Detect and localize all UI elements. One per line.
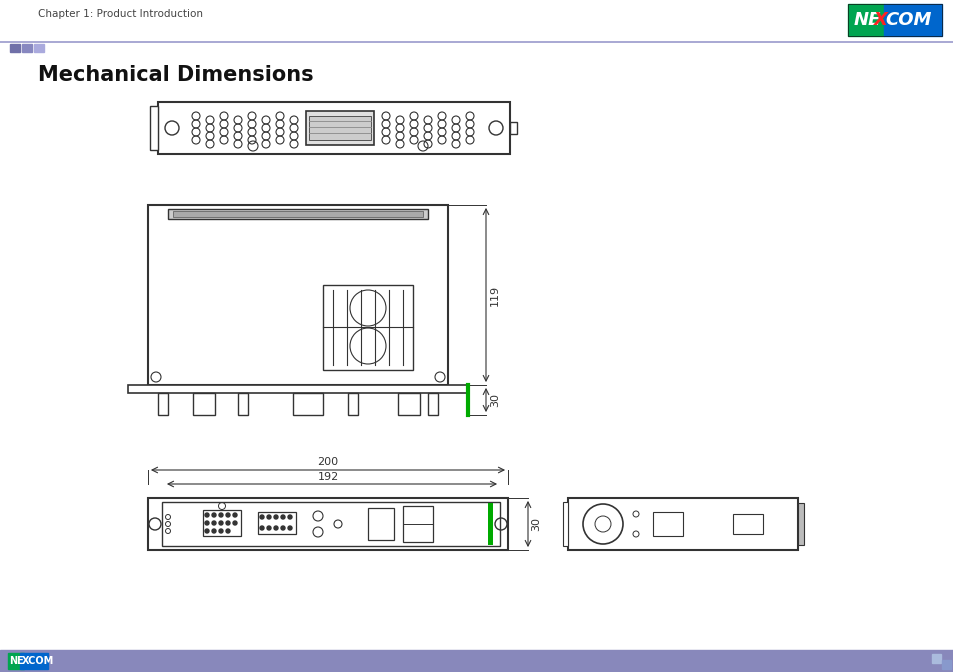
Bar — [8, 653, 24, 669]
Bar — [732, 514, 762, 534]
Bar — [168, 209, 428, 219]
Text: 30: 30 — [490, 393, 499, 407]
Circle shape — [205, 521, 209, 525]
Text: XCOM: XCOM — [22, 656, 54, 666]
Circle shape — [281, 515, 285, 519]
Bar — [348, 393, 357, 415]
Circle shape — [233, 513, 236, 517]
Bar — [128, 385, 468, 393]
Bar — [158, 102, 510, 154]
Bar — [562, 502, 567, 546]
Bar — [20, 653, 48, 669]
Circle shape — [212, 513, 215, 517]
Bar — [309, 116, 371, 140]
Text: 30: 30 — [531, 517, 540, 531]
Bar — [237, 393, 248, 415]
Circle shape — [260, 526, 264, 530]
Bar — [158, 393, 168, 415]
Bar — [148, 498, 507, 550]
Bar — [931, 654, 940, 663]
Bar — [306, 111, 374, 145]
Bar — [203, 510, 241, 536]
Circle shape — [233, 521, 236, 525]
Circle shape — [288, 526, 292, 530]
Bar — [847, 4, 941, 36]
Bar — [293, 393, 323, 415]
Circle shape — [219, 521, 223, 525]
Bar — [941, 660, 950, 669]
Circle shape — [281, 526, 285, 530]
Bar — [172, 211, 422, 217]
Text: COM: COM — [884, 11, 930, 29]
Bar — [162, 502, 499, 546]
Bar — [510, 122, 517, 134]
Bar — [567, 498, 797, 550]
Text: 200: 200 — [317, 457, 338, 467]
Circle shape — [288, 515, 292, 519]
Text: X: X — [873, 11, 887, 29]
Bar — [193, 393, 214, 415]
Text: Mechanical Dimensions: Mechanical Dimensions — [38, 65, 314, 85]
Circle shape — [267, 526, 271, 530]
Bar — [397, 393, 419, 415]
Bar — [652, 512, 682, 536]
Bar — [847, 4, 882, 36]
Bar — [368, 508, 394, 540]
Text: Chapter 1: Product Introduction: Chapter 1: Product Introduction — [38, 9, 203, 19]
Circle shape — [219, 513, 223, 517]
Bar — [0, 650, 953, 672]
Circle shape — [212, 529, 215, 533]
Text: NDiS OPS-M50 User Manual: NDiS OPS-M50 User Manual — [821, 661, 945, 671]
Text: 119: 119 — [490, 284, 499, 306]
Text: NE: NE — [9, 656, 24, 666]
Circle shape — [226, 513, 230, 517]
Circle shape — [267, 515, 271, 519]
Bar — [882, 4, 941, 36]
Bar — [257, 512, 295, 534]
Bar — [150, 106, 158, 150]
Bar — [428, 393, 437, 415]
Bar — [10, 44, 20, 52]
Text: 4: 4 — [474, 661, 479, 671]
Bar — [402, 506, 433, 542]
Bar — [22, 44, 32, 52]
Circle shape — [226, 529, 230, 533]
Circle shape — [212, 521, 215, 525]
Bar — [797, 503, 803, 545]
Bar — [34, 44, 44, 52]
Circle shape — [226, 521, 230, 525]
Circle shape — [205, 513, 209, 517]
Circle shape — [260, 515, 264, 519]
Circle shape — [205, 529, 209, 533]
Circle shape — [274, 526, 277, 530]
Circle shape — [219, 529, 223, 533]
Circle shape — [274, 515, 277, 519]
Bar — [323, 285, 413, 370]
Text: 192: 192 — [317, 472, 338, 482]
Text: NE: NE — [853, 11, 881, 29]
Bar — [488, 503, 493, 545]
Text: Copyright © 2012 NEXCOM International Co., Ltd. All Rights Reserved.: Copyright © 2012 NEXCOM International Co… — [8, 661, 326, 671]
Bar — [148, 205, 448, 385]
